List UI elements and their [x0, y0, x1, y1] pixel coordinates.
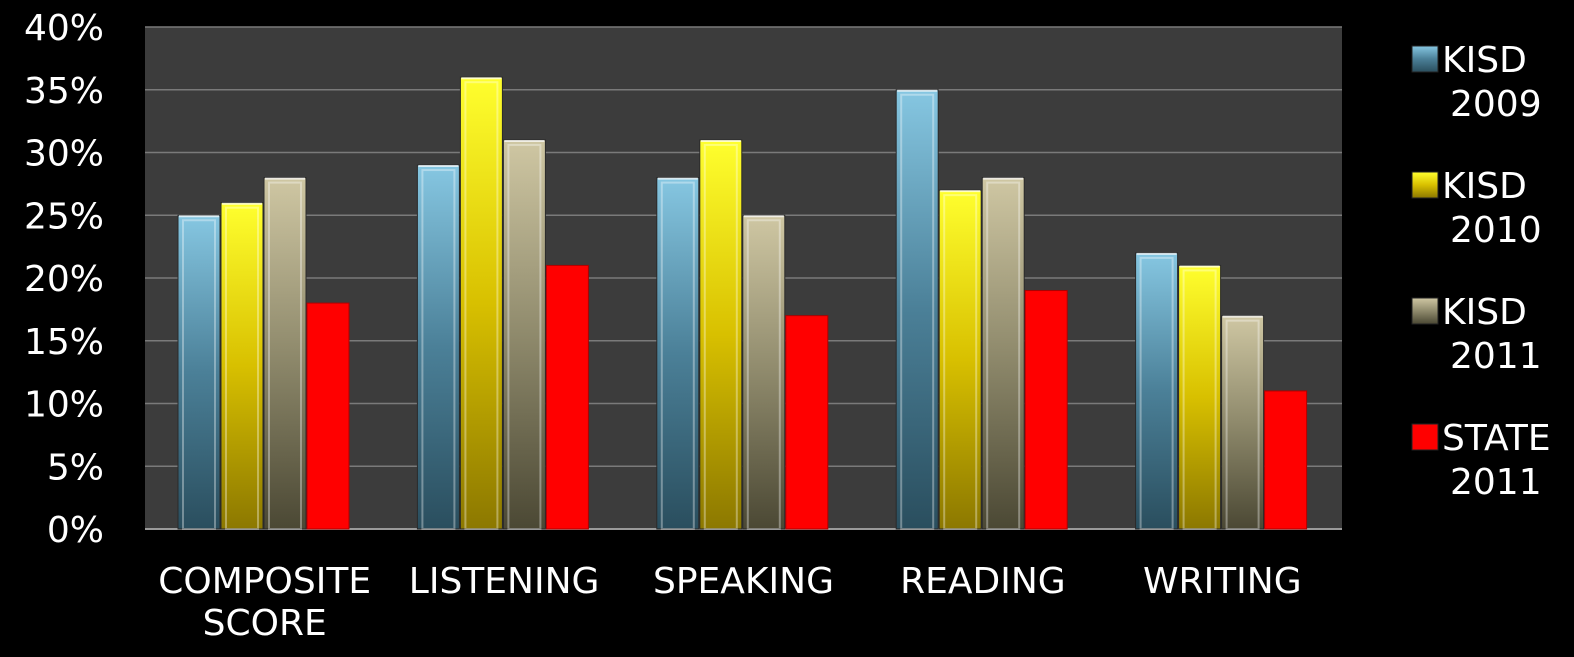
bar	[1221, 315, 1265, 530]
bar	[742, 214, 786, 530]
category-label: LISTENING	[409, 561, 600, 602]
bar-bevel	[268, 181, 302, 530]
category-label: SPEAKING	[653, 561, 834, 602]
bar	[502, 139, 546, 530]
category-label: COMPOSITE	[158, 561, 371, 602]
bar-bevel	[1225, 319, 1260, 530]
bar-bevel	[746, 219, 781, 530]
category-label: SCORE	[203, 603, 327, 644]
bar-bevel	[464, 81, 499, 530]
bar-bevel	[943, 194, 978, 530]
legend-label: KISD	[1442, 292, 1527, 333]
y-tick-label: 10%	[24, 385, 104, 426]
bar	[981, 177, 1025, 530]
y-tick-label: 40%	[24, 8, 104, 49]
legend-swatch	[1411, 45, 1439, 73]
bar	[785, 315, 829, 530]
legend-label: 2011	[1450, 462, 1542, 503]
category-label: WRITING	[1143, 561, 1302, 602]
y-tick-label: 20%	[24, 259, 104, 300]
bar	[1264, 390, 1308, 530]
bar	[1135, 252, 1179, 530]
bar	[1024, 290, 1068, 530]
legend-label: STATE	[1442, 418, 1551, 459]
y-tick-label: 5%	[47, 447, 104, 488]
bar	[263, 177, 307, 530]
y-tick-label: 30%	[24, 134, 104, 175]
y-tick-label: 35%	[24, 71, 104, 112]
legend-label: 2010	[1450, 210, 1542, 251]
legend-swatch	[1411, 297, 1439, 325]
legend-label: KISD	[1442, 40, 1527, 81]
bar	[220, 202, 264, 530]
bar-bevel	[225, 206, 259, 530]
bar	[699, 139, 743, 530]
bar-bevel	[703, 143, 738, 530]
bar-bevel	[986, 181, 1021, 530]
bar	[1178, 264, 1222, 530]
bar	[177, 214, 221, 530]
legend-label: KISD	[1442, 166, 1527, 207]
bar-bevel	[1182, 269, 1217, 530]
legend-swatch	[1411, 423, 1439, 451]
bar-bevel	[660, 181, 695, 530]
legend-label: 2011	[1450, 336, 1542, 377]
bar-bevel	[1139, 256, 1174, 530]
legend-label: 2009	[1450, 84, 1542, 125]
bar-bevel	[507, 143, 542, 530]
category-label: READING	[900, 561, 1066, 602]
bar	[459, 76, 503, 530]
bar	[938, 189, 982, 530]
bar	[416, 164, 460, 530]
bar	[895, 89, 939, 530]
bar	[545, 264, 589, 530]
bar-bevel	[900, 93, 935, 530]
y-tick-label: 25%	[24, 196, 104, 237]
legend-swatch	[1411, 171, 1439, 199]
y-tick-label: 15%	[24, 322, 104, 363]
y-tick-label: 0%	[47, 510, 104, 551]
bar-bevel	[182, 219, 216, 530]
bar	[656, 177, 700, 530]
bar-bevel	[421, 169, 456, 531]
bar	[306, 302, 350, 530]
